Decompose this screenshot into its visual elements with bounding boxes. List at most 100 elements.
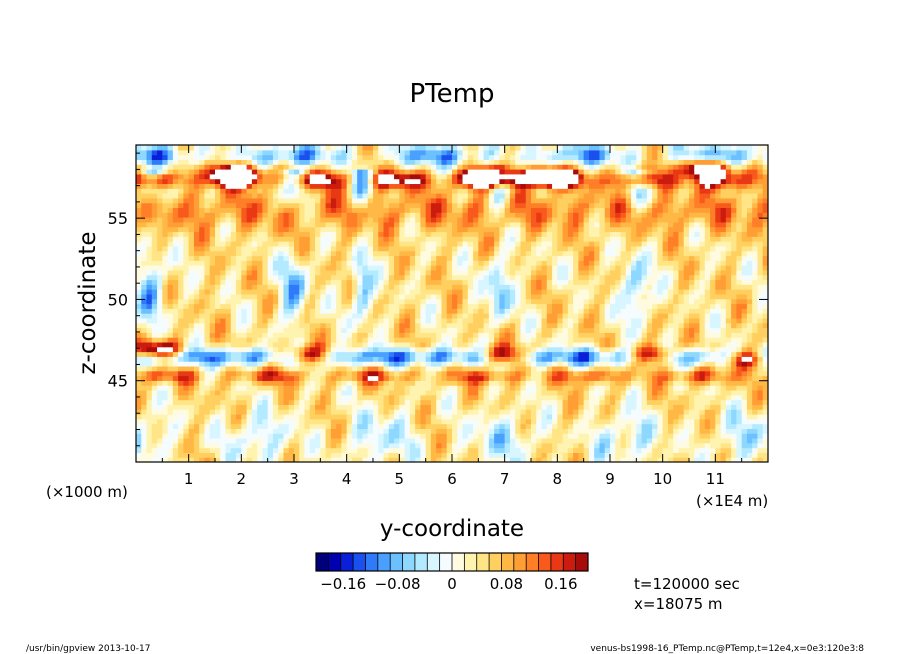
heatmap-cell: [299, 394, 306, 401]
heatmap-cell: [436, 236, 443, 242]
heatmap-cell: [309, 361, 316, 367]
heatmap-cell: [325, 356, 332, 362]
heatmap-cell: [209, 154, 216, 161]
heatmap-cell: [473, 173, 479, 180]
heatmap-cell: [241, 365, 248, 372]
heatmap-cell: [225, 293, 232, 300]
heatmap-cell: [209, 418, 216, 425]
heatmap-cell: [378, 202, 385, 209]
heatmap-cell: [341, 178, 348, 185]
heatmap-cell: [251, 332, 258, 338]
heatmap-cell: [483, 433, 490, 439]
heatmap-cell: [525, 303, 532, 309]
heatmap-cell: [494, 217, 500, 223]
heatmap-cell: [525, 221, 532, 228]
heatmap-cell: [373, 365, 379, 372]
heatmap-cell: [230, 202, 237, 209]
heatmap-cell: [351, 380, 358, 386]
heatmap-cell: [462, 217, 469, 223]
heatmap-cell: [499, 217, 506, 223]
heatmap-cell: [330, 226, 337, 233]
heatmap-cell: [420, 346, 427, 353]
heatmap-cell: [457, 164, 464, 170]
heatmap-cell: [531, 269, 537, 276]
heatmap-cell: [141, 370, 148, 377]
heatmap-cell: [288, 217, 295, 223]
heatmap-cell: [404, 255, 411, 261]
heatmap-cell: [141, 375, 148, 381]
heatmap-cell: [330, 423, 337, 429]
heatmap-cell: [462, 159, 469, 165]
heatmap-cell: [351, 361, 358, 367]
heatmap-cell: [515, 409, 522, 415]
heatmap-cell: [388, 188, 395, 194]
heatmap-cell: [383, 159, 390, 165]
heatmap-cell: [336, 394, 342, 401]
heatmap-cell: [315, 221, 321, 228]
heatmap-cell: [204, 409, 211, 415]
heatmap-cell: [146, 433, 153, 439]
heatmap-cell: [351, 226, 358, 233]
heatmap-cell: [225, 409, 232, 415]
heatmap-cell: [462, 197, 469, 204]
heatmap-cell: [483, 341, 490, 348]
heatmap-cell: [204, 221, 211, 228]
heatmap-cell: [494, 202, 500, 209]
heatmap-cell: [309, 274, 316, 281]
heatmap-cell: [215, 250, 221, 257]
heatmap-cell: [267, 183, 274, 189]
heatmap-cell: [188, 178, 195, 185]
heatmap-cell: [457, 361, 464, 367]
heatmap-cell: [446, 236, 453, 242]
heatmap-cell: [151, 145, 158, 151]
heatmap-cell: [151, 231, 158, 237]
heatmap-cell: [509, 236, 516, 242]
heatmap-cell: [325, 260, 332, 266]
heatmap-cell: [294, 356, 300, 362]
heatmap-cell: [399, 269, 406, 276]
heatmap-cell: [425, 284, 432, 290]
heatmap-cell: [441, 327, 448, 333]
heatmap-cell: [178, 188, 184, 194]
heatmap-cell: [315, 423, 321, 429]
heatmap-cell: [378, 452, 385, 458]
heatmap-cell: [388, 207, 395, 213]
heatmap-cell: [351, 188, 358, 194]
heatmap-cell: [525, 385, 532, 391]
heatmap-cell: [399, 322, 406, 329]
heatmap-cell: [378, 260, 385, 266]
heatmap-cell: [441, 279, 448, 285]
heatmap-cell: [520, 317, 527, 324]
heatmap-cell: [136, 293, 142, 300]
heatmap-cell: [220, 279, 227, 285]
heatmap-cell: [172, 423, 179, 429]
heatmap-cell: [367, 241, 374, 247]
heatmap-cell: [315, 365, 321, 372]
heatmap-cell: [193, 370, 200, 377]
heatmap-cell: [478, 394, 485, 401]
heatmap-cell: [525, 380, 532, 386]
heatmap-cell: [351, 212, 358, 218]
heatmap-cell: [162, 437, 169, 444]
heatmap-cell: [178, 322, 184, 329]
heatmap-cell: [178, 308, 184, 314]
heatmap-cell: [515, 322, 522, 329]
heatmap-cell: [483, 164, 490, 170]
heatmap-cell: [394, 231, 400, 237]
heatmap-cell: [183, 188, 190, 194]
heatmap-cell: [373, 351, 379, 357]
heatmap-cell: [409, 188, 416, 194]
heatmap-cell: [294, 149, 300, 156]
heatmap-cell: [436, 313, 443, 319]
heatmap-cell: [251, 346, 258, 353]
heatmap-cell: [330, 279, 337, 285]
heatmap-cell: [320, 437, 327, 444]
heatmap-cell: [141, 255, 148, 261]
heatmap-cell: [309, 346, 316, 353]
heatmap-cell: [383, 250, 390, 257]
heatmap-cell: [394, 303, 400, 309]
heatmap-cell: [136, 308, 142, 314]
heatmap-cell: [499, 173, 506, 180]
heatmap-cell: [141, 245, 148, 252]
heatmap-cell: [299, 245, 306, 252]
